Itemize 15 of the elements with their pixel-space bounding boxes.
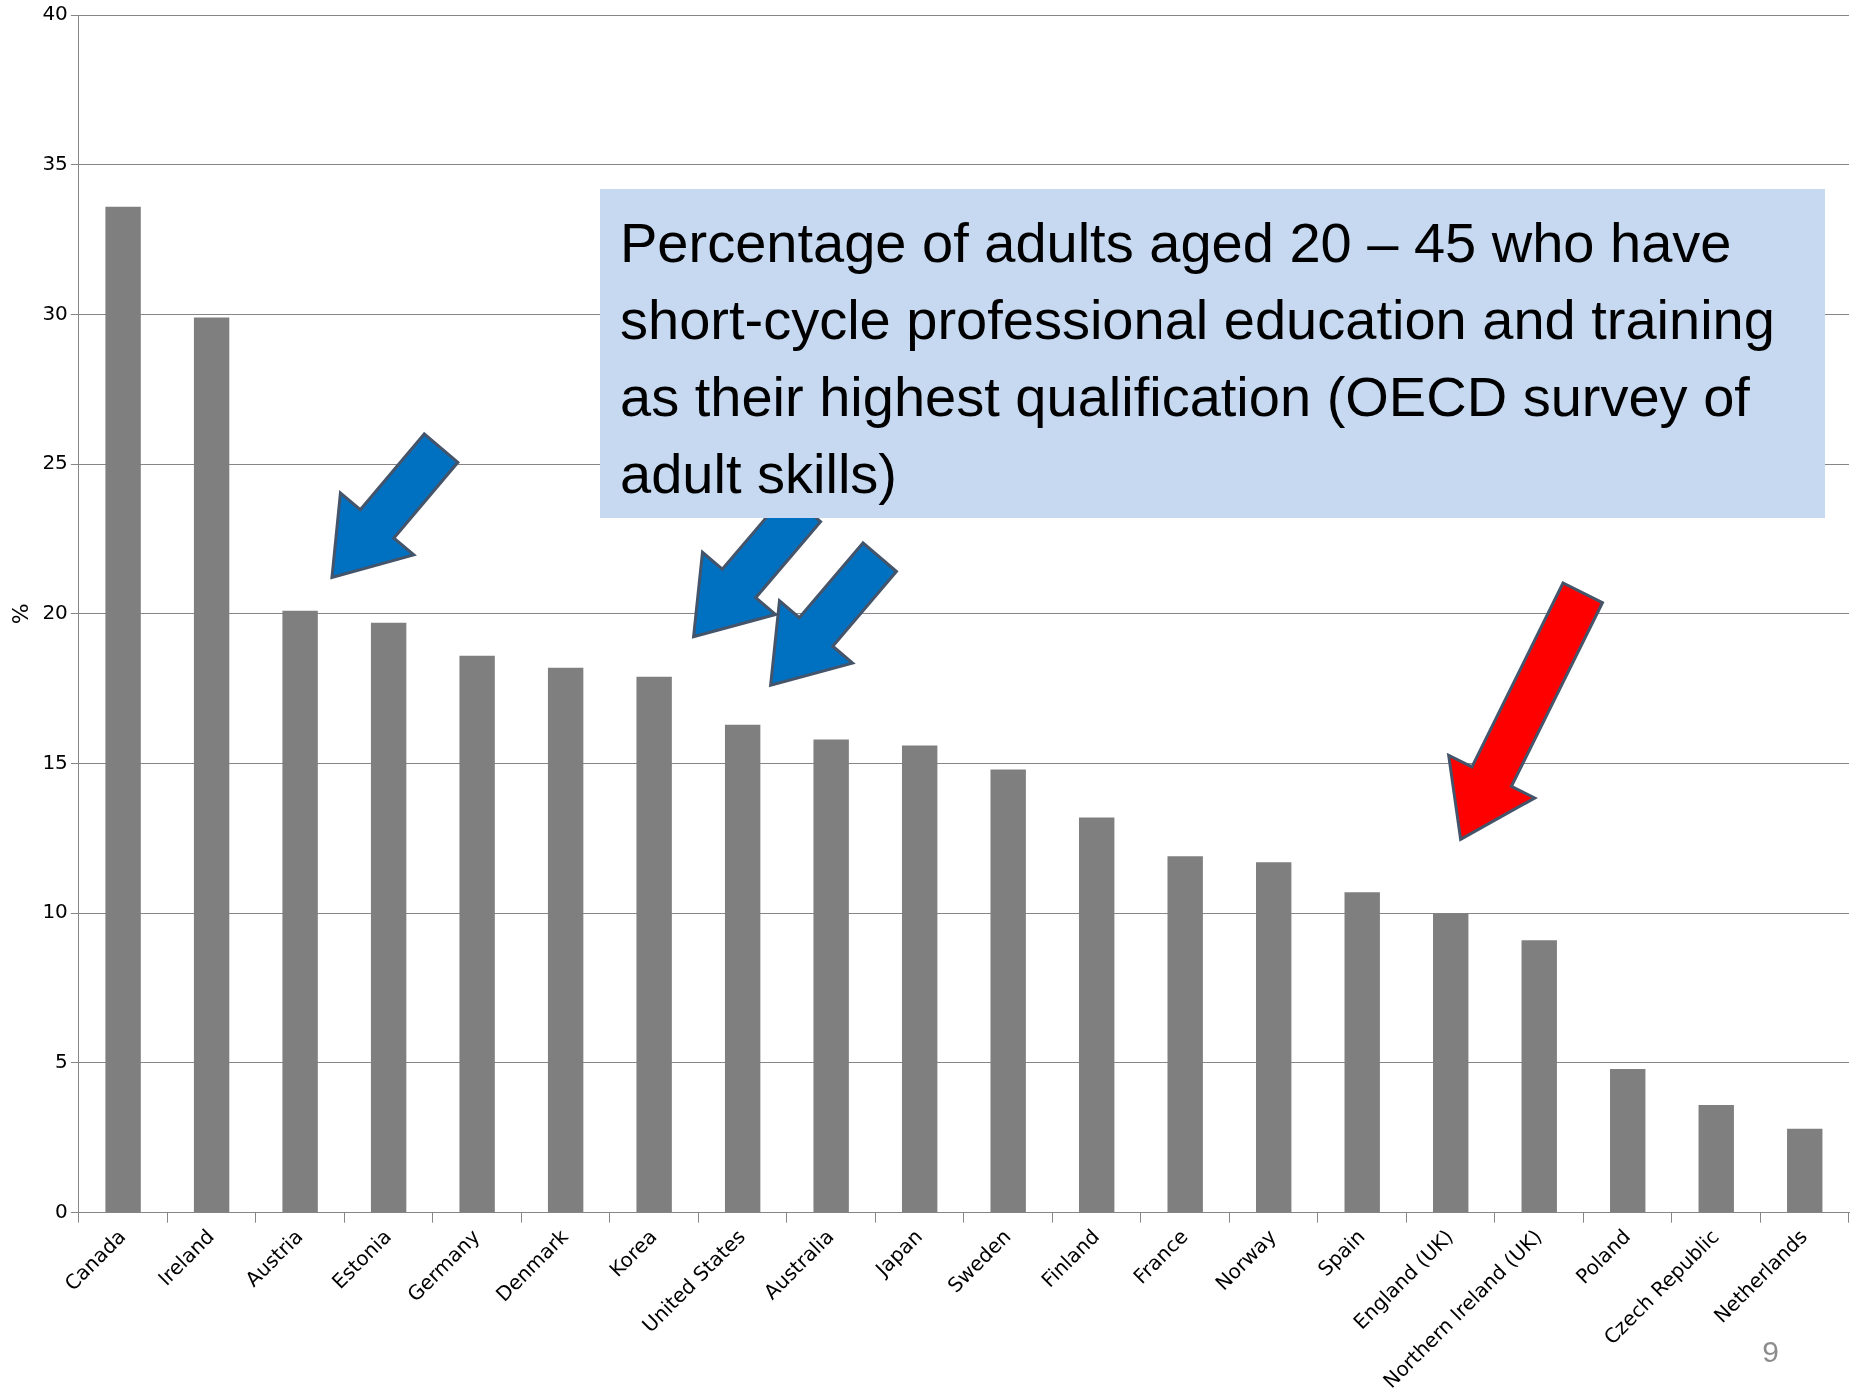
bar [1610,1068,1646,1213]
bar [1787,1128,1823,1213]
y-tick-label: 30 [42,300,68,325]
y-tick-label: 35 [42,150,68,175]
y-tick-label: 5 [55,1049,68,1074]
y-tick-label: 0 [55,1198,68,1223]
y-tick-label: 40 [42,1,68,26]
text: Percentage of adults aged 20 – 45 who have short-cycle professional education and training as their highest qualification (OECD survey of adult skills) [600,189,1825,518]
y-tick-label: 15 [42,749,68,774]
y-tick-label: 10 [42,899,68,924]
y-axis-title: % [7,603,33,625]
text: 9 [1762,1335,1779,1369]
bar [1698,1104,1734,1213]
y-tick-label: 25 [42,450,68,475]
y-tick-label: 20 [42,600,68,625]
